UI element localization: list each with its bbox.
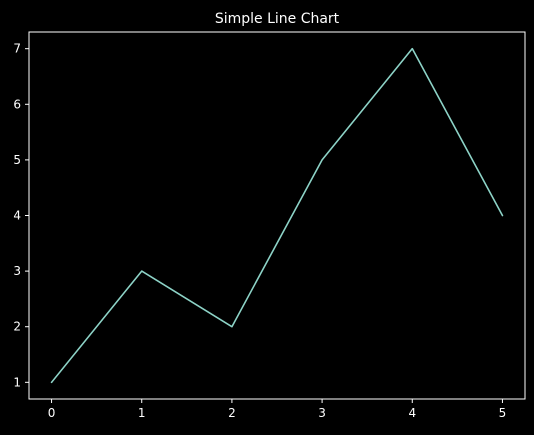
series-line	[50, 47, 504, 384]
axes-frame	[28, 31, 526, 400]
y-tick-label: 4	[13, 209, 21, 223]
y-tick-label: 6	[13, 97, 21, 111]
x-tick-label: 2	[228, 406, 236, 420]
y-tick-label: 2	[13, 320, 21, 334]
x-tick-label: 1	[138, 406, 146, 420]
axis-ticks: 0 1 2 3 4 5 1 2 3 4 5 6 7	[13, 42, 506, 420]
y-tick-label: 3	[13, 264, 21, 278]
chart-title: Simple Line Chart	[215, 11, 340, 27]
x-tick-label: 5	[499, 406, 507, 420]
y-tick-label: 1	[13, 375, 21, 389]
plot-series	[50, 47, 504, 384]
x-tick-label: 3	[318, 406, 326, 420]
y-tick-label: 5	[13, 153, 21, 167]
x-tick-label: 4	[408, 406, 416, 420]
x-tick-label: 0	[48, 406, 56, 420]
y-tick-label: 7	[13, 42, 21, 56]
